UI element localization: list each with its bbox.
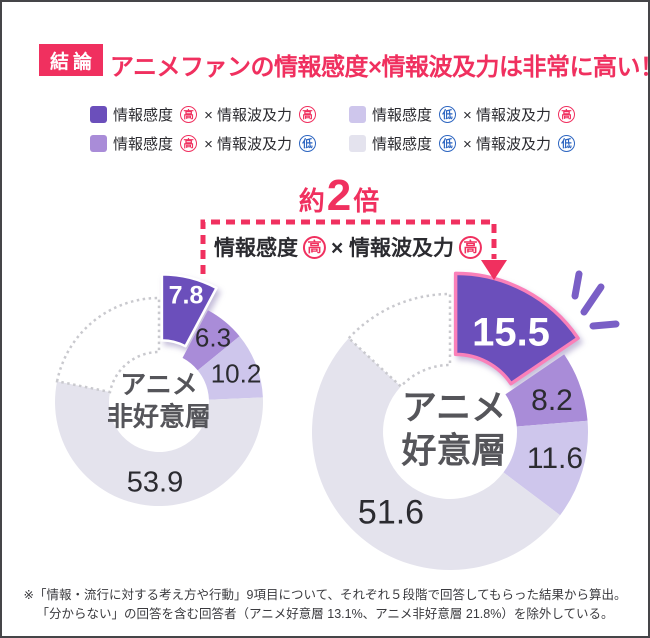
- page-title: アニメファンの情報感度×情報波及力は非常に高い！: [110, 54, 650, 81]
- donut-center-title: アニメ 非好意層: [107, 369, 211, 432]
- conclusion-badge: 結論: [39, 44, 103, 76]
- donut-segment: [503, 420, 589, 516]
- donut-center-title: アニメ 好意層: [401, 387, 506, 472]
- arrow-down-icon: [481, 260, 507, 280]
- segment-value-label: 8.2: [531, 384, 573, 417]
- donut-center-title-line: 非好意層: [106, 401, 212, 431]
- donut-center-title-line: 好意層: [401, 431, 507, 470]
- ratio-number: 2: [326, 171, 352, 220]
- legend-label-text: 情報感度: [372, 136, 433, 153]
- legend-label-low-circle-icon: 低: [299, 135, 316, 152]
- donut-segment-excluded: [347, 292, 452, 389]
- legend-label-text: 情報感度: [113, 136, 174, 153]
- bracket-label-high-circle-icon: 高: [302, 235, 326, 259]
- footnote: ※「情報・流行に対する考え方や行動」9項目について、それぞれ５段階で回答してもら…: [2, 586, 648, 624]
- donut-segment: [182, 310, 240, 371]
- sparkle-icon: [589, 320, 620, 330]
- ratio-suffix: 倍: [353, 186, 380, 216]
- legend-label-low-circle-icon: 低: [439, 135, 457, 152]
- donut-segment: [505, 354, 588, 427]
- legend-label-high-circle-icon: 高: [557, 106, 575, 123]
- legend-swatch: [90, 106, 108, 123]
- bracket-label-high-circle-icon: 高: [459, 235, 483, 259]
- segment-value-label: 53.9: [126, 466, 184, 499]
- donut-segment-exploded: [453, 271, 580, 386]
- bracket-label-text: × 情報波及力: [330, 237, 455, 260]
- legend-item: 情報感度高 × 情報波及力高: [90, 104, 317, 125]
- segment-value-label: 15.5: [472, 310, 550, 355]
- segment-value-label: 10.2: [210, 358, 262, 389]
- donut-segment-excluded: [55, 296, 161, 394]
- bracket-label-text: 情報感度: [213, 237, 298, 260]
- legend-swatch: [349, 106, 366, 123]
- donut-segment-exploded: [160, 273, 218, 348]
- legend-label-high-circle-icon: 高: [180, 135, 198, 152]
- footnote-line-2: 「分からない」の回答を含む回答者（アニメ好意層 13.1%、アニメ非好意層 21…: [36, 606, 614, 621]
- legend-label-text: × 情報波及力: [463, 107, 551, 124]
- legend-label-high-circle-icon: 高: [299, 106, 316, 123]
- ratio-annotation: 約 2 倍: [299, 174, 380, 218]
- sparkle-icon: [571, 270, 583, 300]
- legend-swatch: [90, 135, 108, 152]
- segment-value-label: 7.8: [168, 281, 204, 310]
- legend-label-low-circle-icon: 低: [439, 106, 457, 123]
- donut-segment: [55, 381, 264, 507]
- legend-swatch: [349, 135, 366, 152]
- legend-item: 情報感度高 × 情報波及力低: [90, 133, 317, 154]
- donut-segment: [197, 336, 263, 400]
- legend-label-low-circle-icon: 低: [557, 135, 575, 152]
- donut-center-title-line: アニメ: [120, 369, 198, 400]
- bracket-label: 情報感度高 × 情報波及力高: [214, 232, 484, 262]
- legend-label-text: × 情報波及力: [204, 107, 292, 124]
- donut-center-title-line: アニメ: [401, 388, 507, 428]
- segment-value-label: 51.6: [357, 493, 425, 532]
- comparison-bracket-dashed-line: [200, 219, 497, 274]
- legend-label-high-circle-icon: 高: [180, 106, 198, 123]
- ratio-prefix: 約: [298, 186, 325, 216]
- sparkle-icon: [580, 283, 605, 316]
- legend-label-text: × 情報波及力: [463, 136, 551, 153]
- legend-item: 情報感度低 × 情報波及力低: [349, 133, 576, 154]
- legend: 情報感度高 × 情報波及力高情報感度低 × 情報波及力高情報感度高 × 情報波及力低情…: [2, 104, 648, 154]
- donut-segment: [311, 338, 561, 571]
- legend-item: 情報感度低 × 情報波及力高: [349, 104, 576, 125]
- legend-label-text: 情報感度: [372, 107, 433, 124]
- legend-label-text: 情報感度: [113, 107, 174, 124]
- segment-value-label: 11.6: [526, 442, 584, 475]
- segment-value-label: 6.3: [194, 322, 232, 353]
- legend-label-text: × 情報波及力: [204, 136, 292, 153]
- footnote-line-1: ※「情報・流行に対する考え方や行動」9項目について、それぞれ５段階で回答してもら…: [23, 588, 627, 602]
